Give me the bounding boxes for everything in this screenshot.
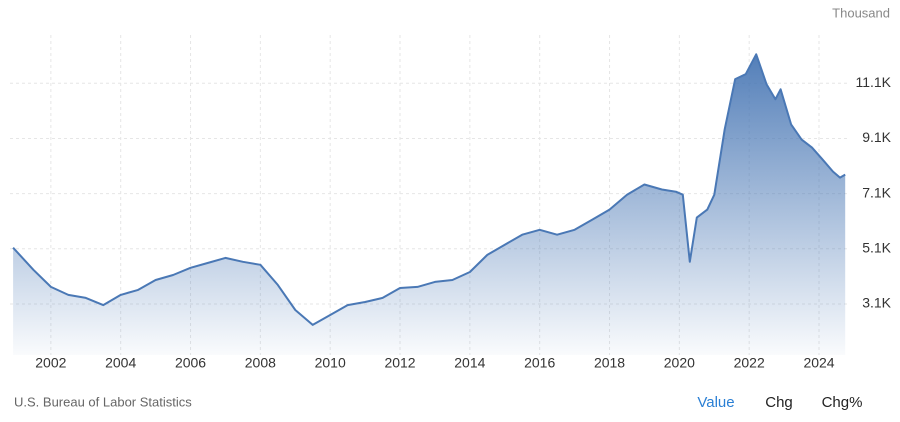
y-tick-label: 3.1K [862, 295, 891, 311]
area [13, 54, 846, 356]
x-tick-label: 2010 [315, 355, 346, 371]
line [12, 53, 846, 326]
control-button[interactable]: Value [697, 394, 734, 411]
x-tick-label: 2022 [734, 355, 765, 371]
y-tick-label: 5.1K [862, 239, 891, 255]
x-tick-label: 2018 [594, 355, 625, 371]
x-tick-label: 2002 [35, 355, 66, 371]
x-tick-label: 2006 [175, 355, 206, 371]
x-tick-label: 2014 [454, 355, 485, 371]
control-button[interactable]: Chg [765, 394, 793, 411]
x-tick-label: 2016 [524, 355, 555, 371]
x-tick-label: 2020 [664, 355, 695, 371]
y-tick-label: 9.1K [862, 129, 891, 145]
x-tick-label: 2012 [384, 355, 415, 371]
unit-label: Thousand [832, 5, 890, 20]
y-tick-label: 11.1K [855, 74, 891, 90]
source: U.S. Bureau of Labor Statistics [14, 394, 192, 409]
x-tick-label: 2004 [105, 355, 136, 371]
x-tick-label: 2024 [803, 355, 834, 371]
x-tick-label: 2008 [245, 355, 276, 371]
y-tick-label: 7.1K [862, 184, 891, 200]
control-button[interactable]: Chg% [822, 394, 863, 411]
